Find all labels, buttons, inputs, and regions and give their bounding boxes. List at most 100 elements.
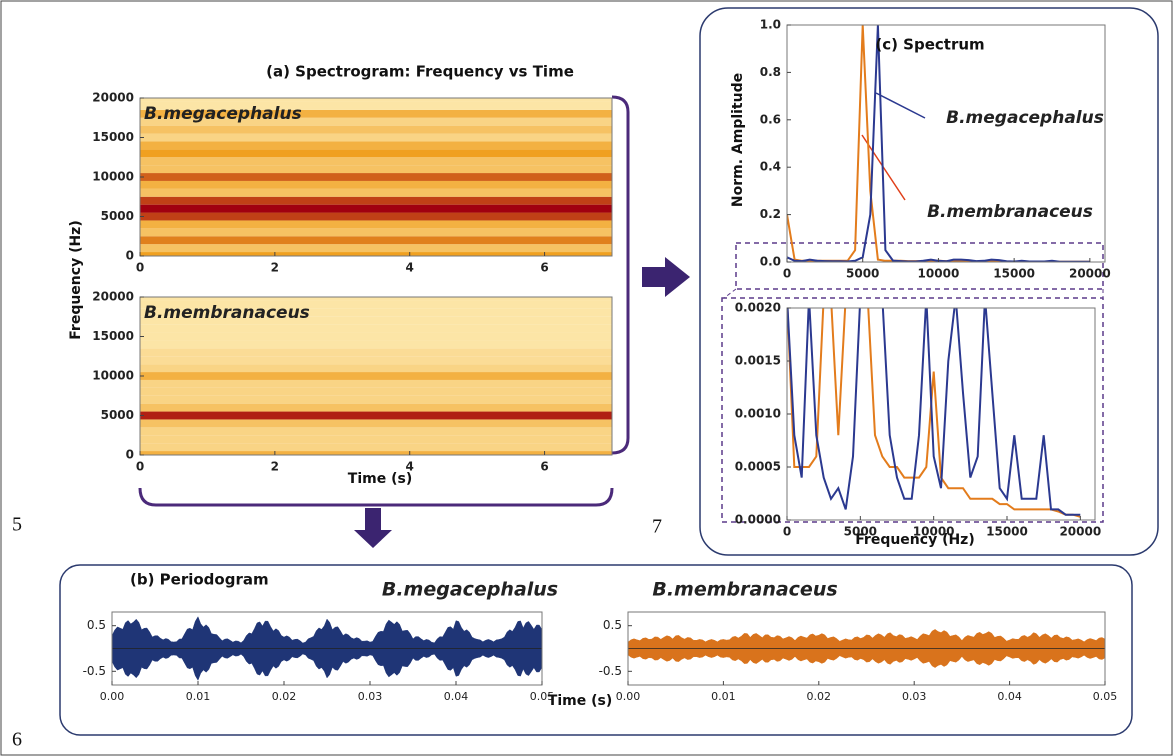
x-tick-label: 0.05 — [1093, 690, 1118, 703]
spectrum-panel — [699, 7, 1159, 556]
x-tick-label: 6 — [540, 261, 548, 275]
y-tick-label: 20000 — [92, 290, 134, 304]
spectrogram-band — [140, 133, 612, 142]
plot-area — [628, 629, 1105, 668]
x-tick-label: 2 — [271, 460, 279, 474]
spectrogram-band — [140, 165, 612, 174]
y-tick-label: -0.5 — [83, 664, 106, 678]
x-tick-label: 15000 — [993, 267, 1035, 281]
spectrogram-band — [140, 188, 612, 197]
x-tick-label: 0.03 — [902, 690, 927, 703]
y-tick-label: 0.5 — [87, 618, 106, 632]
x-tick-label: 10000 — [913, 525, 955, 539]
x-axis-label: Frequency (Hz) — [855, 532, 974, 548]
chart-title: (c) Spectrum — [875, 36, 984, 54]
spectrogram-band — [140, 356, 612, 365]
x-tick-label: 0.01 — [711, 690, 736, 703]
spectrum-line — [787, 308, 1081, 518]
y-tick-label: 0.4 — [760, 160, 781, 174]
x-tick-label: 5000 — [846, 267, 879, 281]
x-tick-label: 0 — [136, 261, 144, 275]
x-tick-label: 6 — [540, 460, 548, 474]
spectrogram-band — [140, 379, 612, 388]
spectrum-line — [787, 308, 1081, 516]
spectrogram-band — [140, 316, 612, 325]
y-tick-label: 0.0010 — [735, 407, 781, 421]
y-tick-label: 15000 — [92, 329, 134, 343]
spectrogram-band — [140, 244, 612, 253]
x-tick-label: 0 — [136, 460, 144, 474]
spectrogram-band — [140, 395, 612, 404]
plot-area — [787, 25, 1090, 262]
arrow-down — [354, 508, 392, 548]
x-tick-label: 0.04 — [997, 690, 1022, 703]
plot-area — [140, 297, 612, 455]
margin-number: 6 — [12, 729, 22, 751]
species-label: B.membranaceus — [144, 303, 310, 323]
spectrogram-band — [140, 419, 612, 428]
species-label: B.membranaceus — [652, 579, 837, 601]
plot-frame — [627, 611, 1106, 686]
x-tick-label: 20000 — [1059, 525, 1101, 539]
y-tick-label: 0.6 — [760, 112, 781, 126]
bracket-right — [611, 95, 630, 455]
spectrogram-band — [140, 340, 612, 349]
x-tick-label: 0 — [783, 525, 791, 539]
y-tick-label: -0.5 — [599, 664, 622, 678]
spectrogram-band — [140, 125, 612, 134]
spectrogram-band — [140, 173, 612, 181]
arrow-right — [642, 257, 690, 297]
spectrogram-band — [140, 141, 612, 150]
spectrogram-band — [140, 220, 612, 229]
annotation-arrow — [875, 92, 926, 119]
spectrogram-band — [140, 196, 612, 205]
y-tick-label: 0.8 — [760, 65, 781, 79]
spectrogram-band — [140, 101, 612, 110]
x-axis-label: Time (s) — [548, 693, 612, 709]
spectrogram-band — [140, 180, 612, 189]
x-tick-label: 0.03 — [358, 690, 383, 703]
spectrogram-band — [140, 98, 612, 102]
plot-frame — [111, 611, 543, 686]
plot-area — [787, 308, 1081, 518]
x-tick-label: 20000 — [1069, 267, 1111, 281]
spectrogram-band — [140, 451, 612, 455]
x-tick-label: 4 — [406, 460, 414, 474]
y-tick-label: 0.0000 — [735, 513, 781, 527]
spectrogram-band — [140, 300, 612, 309]
spectrogram-band — [140, 332, 612, 341]
y-tick-label: 1.0 — [760, 18, 781, 32]
species-label: B.megacephalus — [144, 104, 302, 124]
spectrum-line — [787, 25, 1090, 262]
species-label: B.megacephalus — [382, 579, 558, 601]
x-tick-label: 4 — [406, 261, 414, 275]
spectrogram-band — [140, 387, 612, 396]
spectrum-line — [787, 25, 1090, 262]
x-tick-label: 2 — [271, 261, 279, 275]
plot-area — [140, 98, 612, 256]
y-tick-label: 0 — [126, 448, 134, 462]
spectrogram-band — [140, 372, 612, 380]
spectrogram-band — [140, 109, 612, 118]
spectrogram-band — [140, 212, 612, 221]
x-tick-label: 10000 — [918, 267, 960, 281]
spectrogram-band — [140, 348, 612, 357]
spectrogram-band — [140, 117, 612, 126]
margin-number: 7 — [652, 516, 662, 538]
x-tick-label: 0.01 — [186, 690, 211, 703]
species-label: B.megacephalus — [946, 108, 1104, 128]
y-tick-label: 10000 — [92, 369, 134, 383]
spectrogram-band — [140, 403, 612, 412]
spectrogram-band — [140, 252, 612, 256]
x-tick-label: 0.02 — [272, 690, 297, 703]
periodogram-panel — [59, 564, 1133, 736]
chart-title: (a) Spectrogram: Frequency vs Time — [266, 63, 574, 81]
plot-area — [112, 616, 542, 681]
chart-title: (b) Periodogram — [130, 571, 269, 589]
zoom-region — [735, 242, 1104, 290]
y-tick-label: 0.0 — [760, 255, 781, 269]
y-tick-label: 0.5 — [603, 618, 622, 632]
y-tick-label: 5000 — [101, 408, 134, 422]
